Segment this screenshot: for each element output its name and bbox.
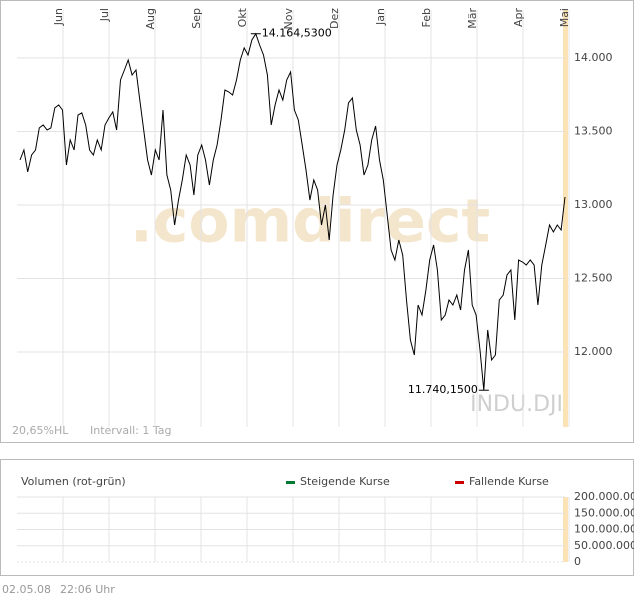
- x-tick-label: Dez: [328, 8, 341, 29]
- y-tick-label: 13.000: [574, 198, 613, 211]
- y-tick-label: 13.500: [574, 124, 613, 137]
- x-tick-label: Jun: [52, 8, 65, 26]
- price-line: [19, 32, 566, 391]
- x-tick-label: Sep: [190, 8, 203, 29]
- x-tick-label: Apr: [512, 8, 525, 28]
- y-tick-label: 50.000.000: [574, 539, 634, 552]
- symbol: INDU.DJI: [470, 392, 563, 417]
- y-tick-label: 14.000: [574, 51, 613, 64]
- annotation-label: 11.740,1500: [408, 383, 478, 396]
- volume-panel: [0, 459, 634, 576]
- x-tick-label: Mai: [558, 8, 571, 27]
- info: 20,65%HL: [12, 424, 69, 437]
- x-tick-label: Nov: [282, 8, 295, 30]
- y-tick-label: 12.000: [574, 345, 613, 358]
- y-tick-label: 150.000.000: [574, 506, 634, 519]
- legend-swatch: [286, 481, 295, 484]
- x-tick-label: Jul: [98, 8, 111, 22]
- y-tick-label: 0: [574, 555, 581, 568]
- legend-swatch: [455, 481, 464, 484]
- y-tick-label: 100.000.000: [574, 523, 634, 536]
- x-tick-label: Okt: [236, 7, 249, 27]
- footer-time: 22:06 Uhr: [60, 583, 115, 596]
- annotation-label: 14.164,5300: [262, 27, 332, 40]
- x-tick-label: Jan: [374, 8, 387, 26]
- y-tick-label: 12.500: [574, 271, 613, 284]
- footer-date: 02.05.08: [2, 583, 51, 596]
- x-tick-label: Mär: [466, 8, 479, 29]
- highlight-band: [563, 10, 568, 427]
- price-panel: [0, 0, 634, 443]
- x-tick-label: Feb: [420, 8, 433, 27]
- highlight-band: [563, 497, 568, 562]
- volume-title: Volumen (rot-grün): [21, 475, 126, 488]
- y-tick-label: 200.000.000: [574, 490, 634, 503]
- legend-label: Steigende Kurse: [300, 475, 390, 488]
- legend-label: Fallende Kurse: [469, 475, 549, 488]
- x-tick-label: Aug: [144, 8, 157, 29]
- info: Intervall: 1 Tag: [90, 424, 172, 437]
